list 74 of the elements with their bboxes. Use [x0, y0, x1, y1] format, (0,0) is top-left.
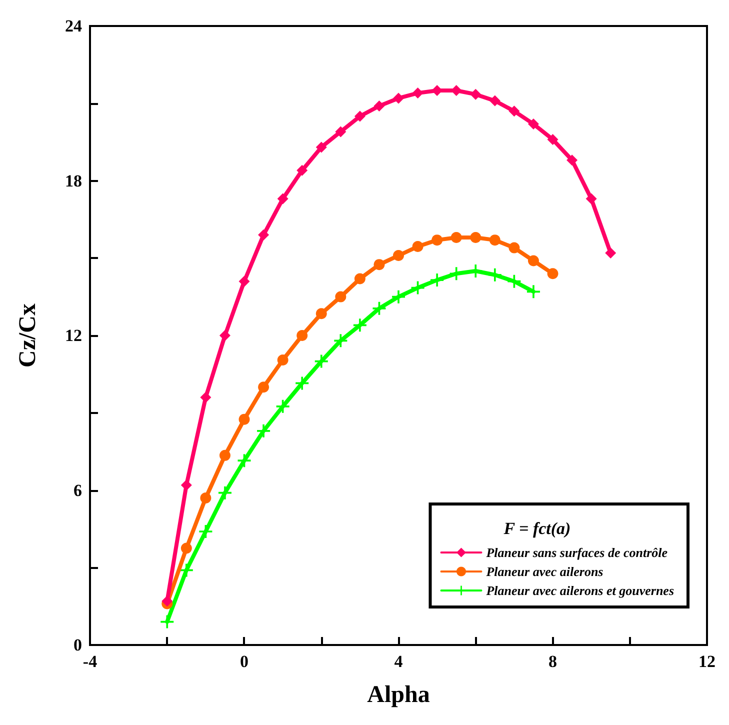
point	[605, 247, 616, 258]
point	[488, 268, 502, 282]
point	[508, 242, 520, 254]
point	[314, 354, 328, 368]
y-axis-title: Cz/Cx	[15, 304, 41, 368]
point	[316, 308, 327, 320]
legend-label: Planeur avec ailerons et gouvernes	[486, 583, 674, 598]
point	[160, 615, 174, 628]
point	[393, 250, 404, 262]
x-tick-label: -4	[82, 652, 98, 671]
point	[393, 92, 404, 104]
point	[316, 142, 327, 153]
point	[180, 542, 192, 554]
point	[586, 193, 597, 204]
point	[450, 232, 462, 243]
y-tick-label: 6	[74, 480, 82, 500]
x-tick-label: 8	[548, 652, 557, 671]
point	[257, 424, 270, 438]
point	[432, 234, 443, 246]
y-tick-label: 18	[65, 171, 82, 190]
point	[489, 234, 500, 246]
point	[200, 492, 212, 504]
point	[296, 164, 308, 176]
point	[219, 450, 230, 461]
point	[470, 232, 482, 243]
point	[277, 193, 288, 204]
point	[354, 110, 366, 122]
legend-label: Planeur avec ailerons	[486, 564, 604, 579]
point	[470, 88, 482, 100]
legend-label: Planeur sans surfaces de contrôle	[486, 545, 668, 560]
point	[412, 241, 424, 252]
x-tick-label: 0	[240, 652, 248, 671]
point	[258, 382, 270, 393]
point	[200, 392, 212, 403]
point	[238, 276, 250, 287]
point	[353, 318, 366, 332]
point	[547, 268, 558, 280]
point	[238, 454, 251, 468]
point	[258, 229, 270, 240]
point	[180, 480, 192, 491]
point	[199, 525, 212, 538]
point	[238, 414, 250, 425]
y-tick-label: 0	[74, 636, 82, 654]
point	[430, 274, 444, 287]
point	[374, 259, 385, 270]
point	[412, 88, 424, 99]
point	[566, 154, 578, 166]
x-tick-label: 12	[698, 652, 716, 671]
point	[547, 134, 558, 145]
legend-title: F = fct(a)	[502, 519, 571, 538]
y-tick-label: 12	[65, 326, 82, 345]
point	[374, 100, 385, 112]
x-tick-label: 4	[394, 652, 404, 671]
point	[219, 330, 230, 341]
point	[489, 95, 500, 106]
x-axis-title: Alpha	[367, 682, 430, 708]
point	[296, 376, 309, 390]
point	[218, 486, 232, 500]
point	[354, 273, 366, 284]
point	[180, 564, 193, 577]
y-tick-label: 24	[65, 16, 82, 36]
point	[334, 334, 348, 348]
point	[162, 596, 173, 607]
point	[277, 354, 288, 366]
point	[296, 330, 308, 341]
point	[335, 126, 346, 138]
point	[528, 255, 539, 266]
point	[392, 290, 405, 304]
point	[335, 291, 346, 302]
point	[528, 118, 539, 130]
point	[276, 400, 290, 413]
point	[372, 302, 386, 315]
point	[508, 106, 520, 117]
point	[526, 285, 540, 298]
